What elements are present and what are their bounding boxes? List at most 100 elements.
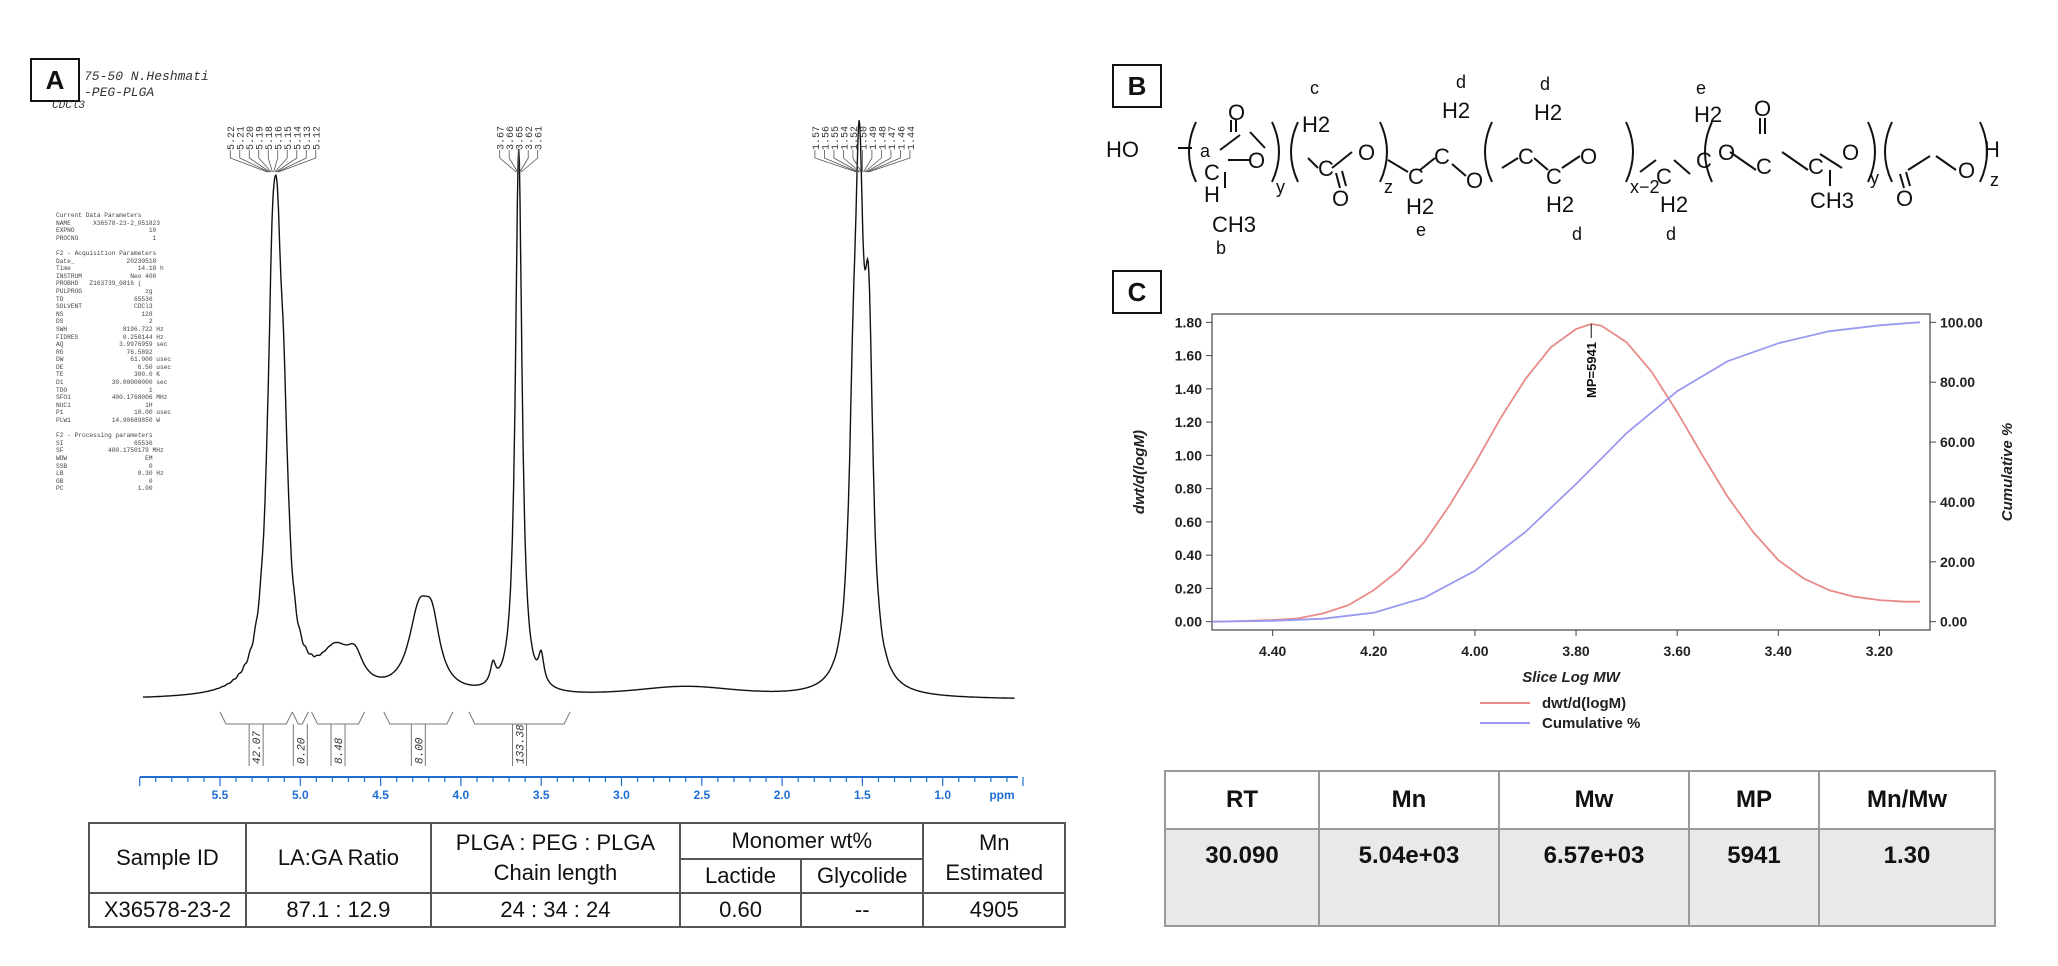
header-chain-length-line2: Chain length (493, 860, 618, 885)
struct-o8: O (1754, 96, 1771, 121)
struct-sub-y2: y (1870, 168, 1879, 188)
header-sample-id: Sample ID (88, 822, 247, 894)
struct-label-a: a (1200, 141, 1211, 161)
nmr-spectrum-trace (142, 120, 1015, 699)
series-line-dwt (1211, 323, 1920, 623)
nmr-header-line-2: -PEG-PLGA (84, 85, 155, 100)
y2-tick-label: 20.00 (1940, 554, 1975, 570)
acquisition-parameters: Current Data Parameters NAME X36578-23-2… (56, 212, 172, 493)
peak-label: 1.52 (850, 126, 861, 150)
peak-label: 1.50 (859, 126, 870, 150)
integral-bracket (383, 711, 454, 725)
gpc-header-mp: MP (1688, 770, 1820, 830)
peak-label: 3.65 (516, 126, 527, 150)
cell-lactide: 0.60 (679, 892, 802, 928)
integral-value: 8.00 (414, 737, 426, 764)
struct-o5: O (1466, 168, 1483, 193)
integral-value: 133.38 (516, 724, 528, 764)
struct-h1: H (1204, 182, 1220, 207)
y-axis-label: dwt/d(logM) (1131, 430, 1148, 514)
ppm-tick-label: 2.0 (774, 788, 791, 802)
header-mn-estimated: Mn Estimated (922, 822, 1066, 894)
struct-o11: O (1958, 158, 1975, 183)
peak-label: 3.66 (506, 126, 517, 150)
y2-axis-label: Cumulative % (1999, 423, 2016, 521)
struct-sub-z2: z (1990, 170, 1999, 190)
y-tick-label: 1.20 (1175, 414, 1202, 430)
ppm-tick-label: 5.5 (212, 788, 229, 802)
struct-h2-d3: H2 (1546, 192, 1574, 217)
struct-ho: HO (1106, 137, 1139, 162)
struct-label-e1: e (1416, 220, 1426, 240)
y2-tick-label: 40.00 (1940, 494, 1975, 510)
peak-leader (519, 150, 529, 173)
gpc-value-rt: 30.090 (1164, 828, 1320, 927)
struct-label-c: c (1310, 78, 1319, 98)
y-tick-label: 0.40 (1175, 547, 1202, 563)
x-tick-label: 3.20 (1866, 643, 1893, 659)
peak-label: 3.61 (535, 126, 546, 150)
plot-frame (1211, 313, 1931, 631)
peak-label: 1.57 (812, 126, 823, 150)
peak-leader (508, 150, 518, 173)
peak-leader (267, 150, 273, 173)
struct-h2-d1: H2 (1442, 98, 1470, 123)
struct-ch3-2: CH3 (1810, 188, 1854, 213)
ppm-tick-label: 1.5 (854, 788, 871, 802)
integral-bracket (291, 711, 309, 725)
struct-o9: O (1842, 140, 1859, 165)
struct-c1: C (1204, 160, 1220, 185)
struct-c7: C (1656, 164, 1672, 189)
gpc-header-mw: Mw (1498, 770, 1690, 830)
gpc-header-mn-mw: Mn/Mw (1818, 770, 1996, 830)
y-tick-label: 0.80 (1175, 481, 1202, 497)
struct-c5: C (1518, 144, 1534, 169)
ppm-tick-label: 1.0 (934, 788, 951, 802)
peak-leader (258, 150, 272, 173)
ppm-tick-label: 4.5 (372, 788, 389, 802)
peak-label: 1.44 (907, 126, 918, 150)
struct-label-e2: e (1696, 78, 1706, 98)
peak-label: 5.16 (275, 126, 286, 150)
struct-ch3-1: CH3 (1212, 212, 1256, 237)
header-glycolide: Glycolide (799, 858, 925, 894)
gpc-value-mp: 5941 (1688, 828, 1820, 927)
struct-o10: O (1896, 186, 1913, 211)
integral-bracket (311, 711, 365, 725)
y-tick-label: 1.60 (1175, 348, 1202, 364)
cell-glycolide: -- (799, 892, 925, 928)
struct-h2-c: H2 (1302, 112, 1330, 137)
y2-tick-label: 80.00 (1940, 374, 1975, 390)
x-tick-label: 4.20 (1360, 643, 1387, 659)
header-chain-length-line1: PLGA : PEG : PLGA (455, 830, 656, 855)
cell-ratio: 87.1 : 12.9 (244, 892, 432, 928)
struct-o1: O (1228, 100, 1245, 125)
peak-label: 5.18 (265, 126, 276, 150)
nmr-header-line-1: 75-50 N.Heshmati (84, 69, 209, 84)
peak-label: 3.67 (497, 126, 508, 150)
x-tick-label: 3.60 (1664, 643, 1691, 659)
struct-h2-e2: H2 (1694, 102, 1722, 127)
header-estimated: Estimated (945, 860, 1044, 885)
peak-label: 3.62 (525, 126, 536, 150)
header-monomer: Monomer wt% (679, 822, 925, 860)
peak-leader (814, 150, 857, 173)
y-tick-label: 0.00 (1175, 614, 1202, 630)
struct-h-end: H (1984, 137, 2000, 162)
integral-bracket (468, 711, 571, 725)
mp-annotation: MP=5941 (1584, 342, 1599, 398)
peak-leader (833, 150, 859, 173)
struct-h2-d4: H2 (1660, 192, 1688, 217)
cell-mn: 4905 (922, 892, 1066, 928)
peak-leader (867, 150, 901, 173)
y2-tick-label: 0.00 (1940, 614, 1967, 630)
struct-c2: C (1318, 156, 1334, 181)
peak-leader (863, 150, 873, 173)
x-tick-label: 4.40 (1259, 643, 1286, 659)
struct-sub-z1: z (1384, 177, 1393, 197)
struct-label-d4: d (1666, 224, 1676, 244)
nmr-header-line-3: CDCl3 (52, 100, 86, 112)
gpc-value-mw: 6.57e+03 (1498, 828, 1690, 927)
peak-label: 5.21 (237, 126, 248, 150)
gpc-value-mn: 5.04e+03 (1318, 828, 1500, 927)
